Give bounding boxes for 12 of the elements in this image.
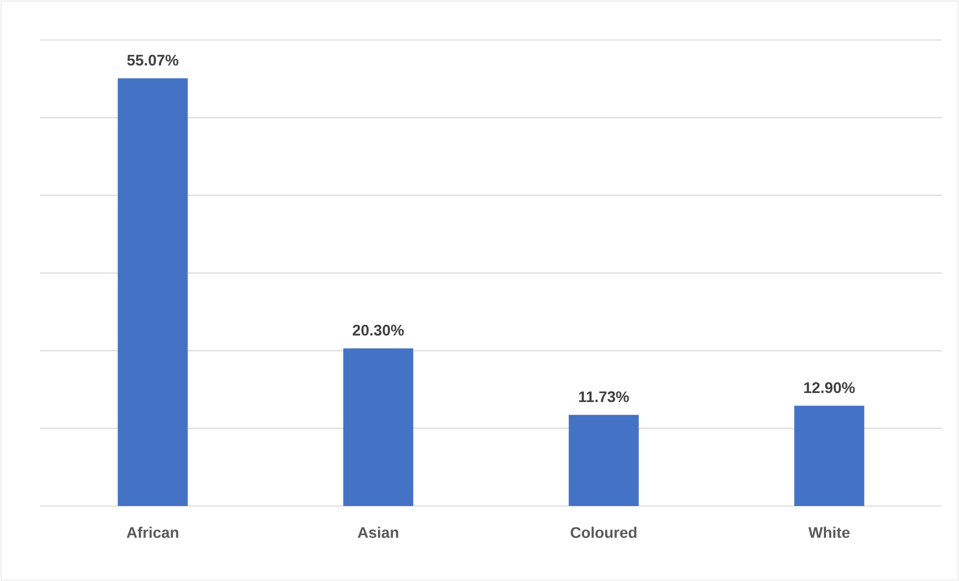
x-tick-label: African	[126, 526, 178, 538]
bar	[568, 414, 639, 506]
bar	[118, 78, 188, 506]
bar	[343, 348, 414, 506]
x-tick-label: White	[808, 526, 850, 538]
bar	[794, 406, 864, 506]
x-tick-label: Asian	[358, 526, 398, 538]
data-label: 20.30%	[352, 324, 404, 336]
data-label: 55.07%	[127, 54, 178, 66]
data-label: 12.90%	[804, 382, 855, 394]
data-label: 11.73%	[579, 391, 629, 402]
x-tick-label: Coloured	[570, 526, 636, 538]
